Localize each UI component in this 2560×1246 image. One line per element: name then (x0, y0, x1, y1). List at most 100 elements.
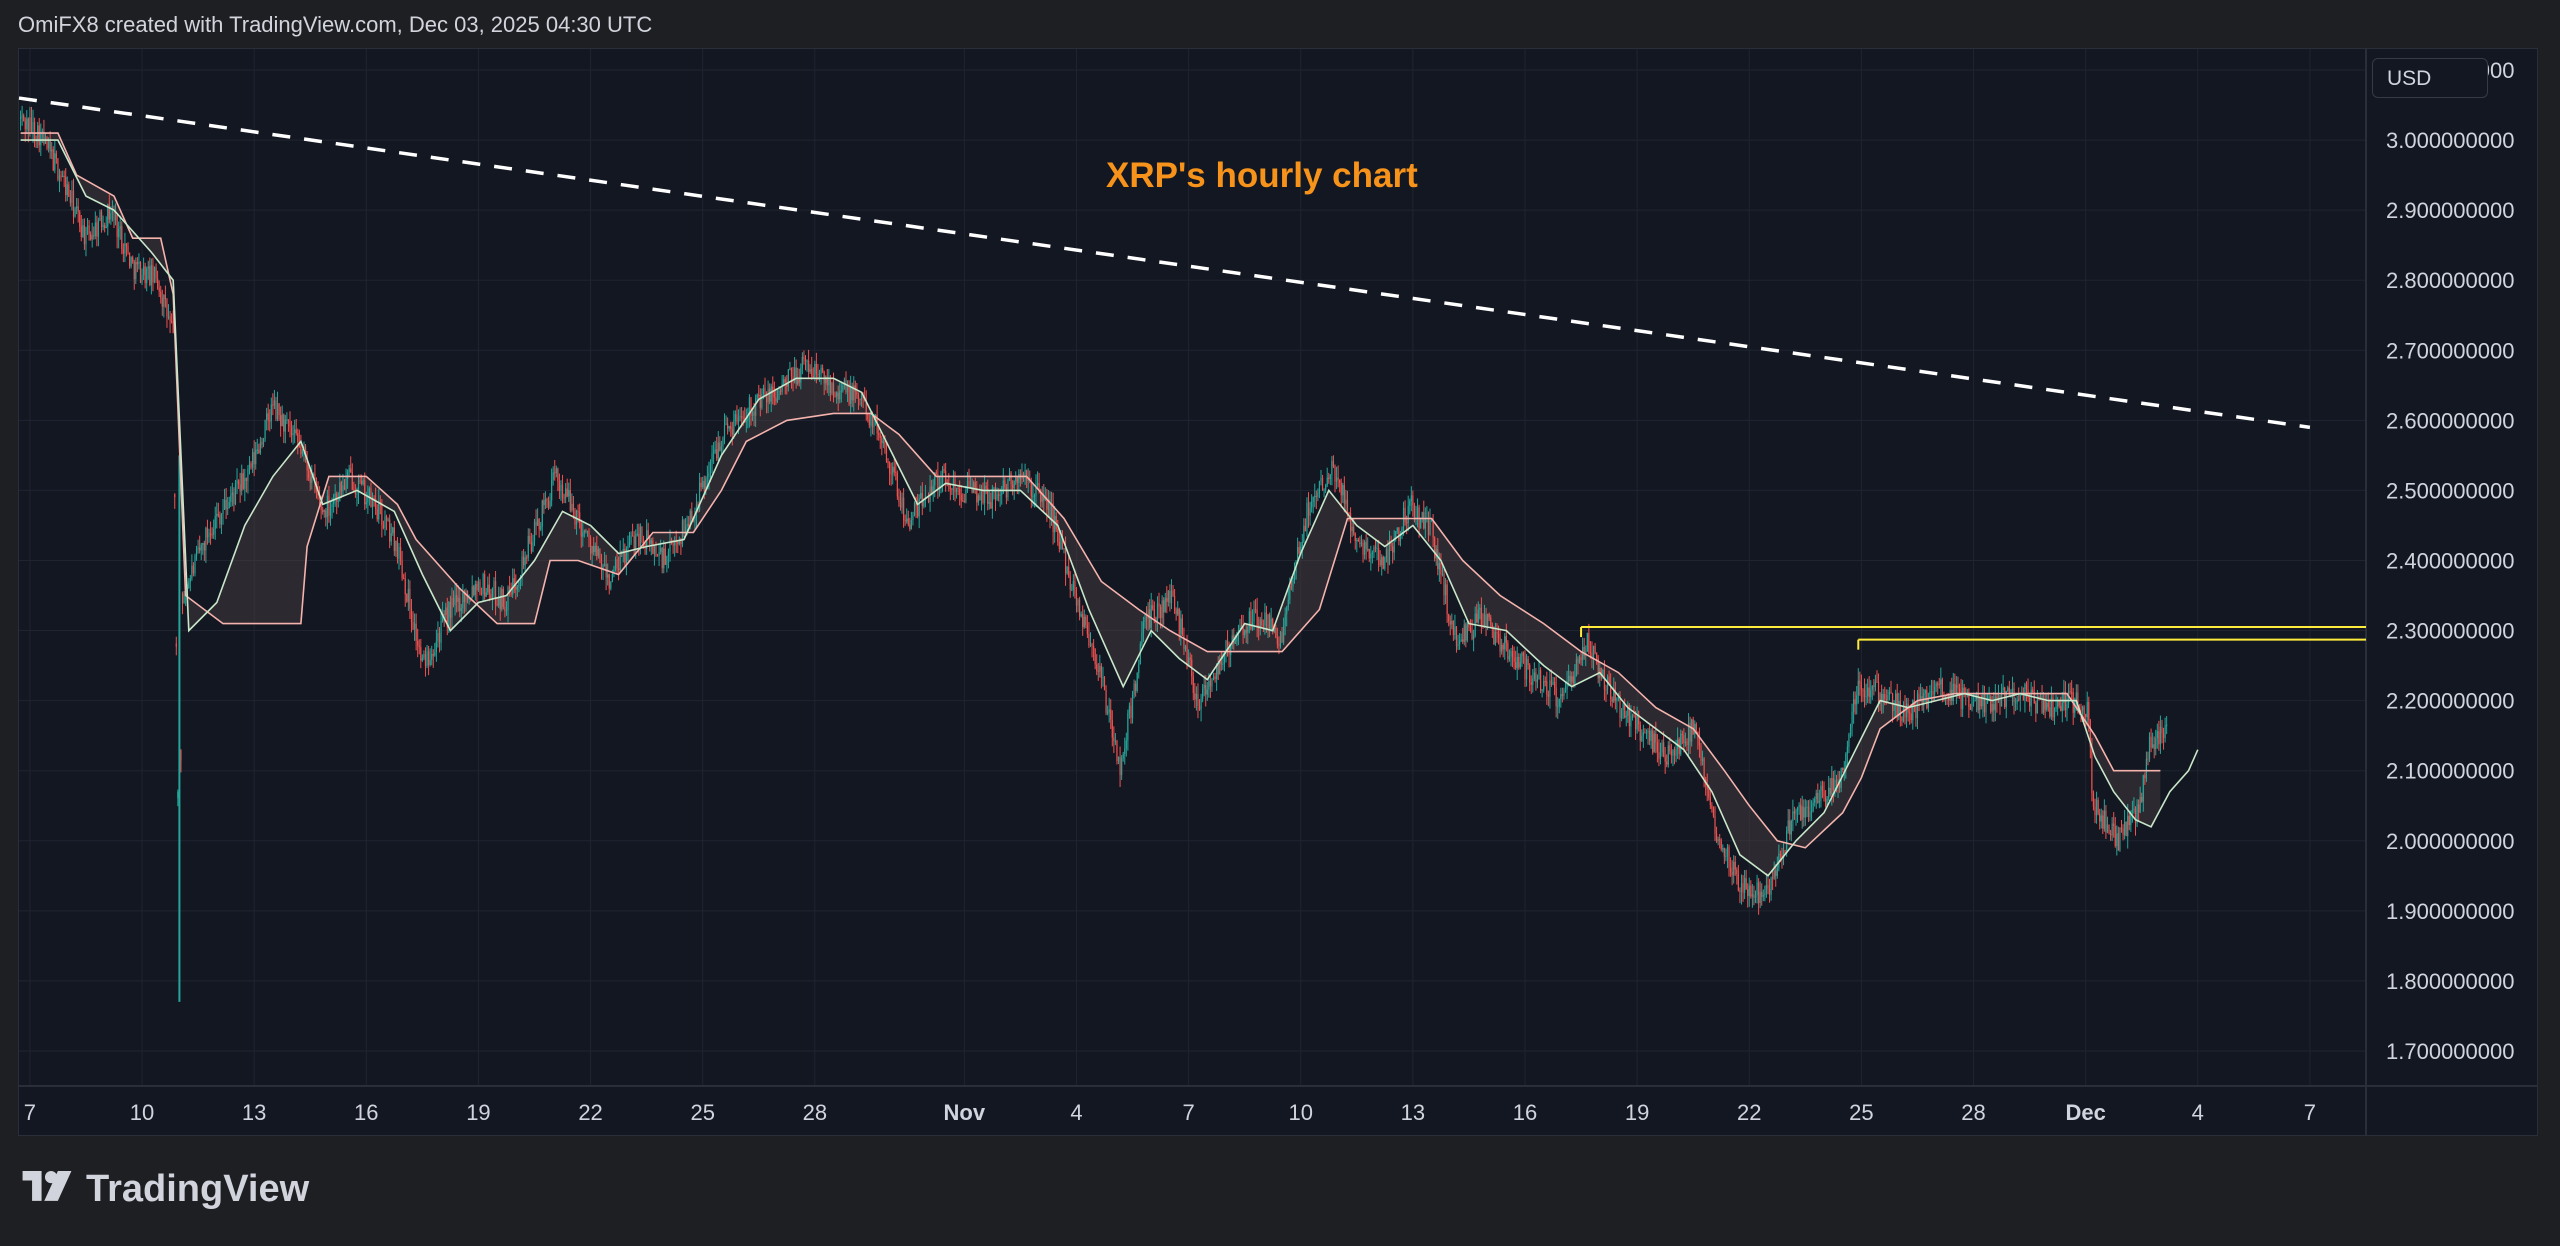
candle-body (1337, 477, 1339, 480)
price-tick-label: 3.000000000 (2386, 128, 2514, 153)
candle-body (1440, 562, 1442, 575)
candle-body (1356, 539, 1358, 541)
candle-body (493, 580, 495, 589)
candle-body (502, 588, 504, 608)
candle-body (128, 252, 131, 267)
price-tick-label: 1.700000000 (2386, 1039, 2514, 1064)
candle-body (1270, 618, 1272, 630)
candle-body (487, 584, 489, 593)
candle-body (1648, 730, 1651, 741)
candle-body (206, 527, 209, 538)
time-tick-label: 19 (466, 1100, 490, 1125)
candle-body (1624, 703, 1626, 718)
candle-body (795, 367, 797, 385)
candle-body (1745, 878, 1747, 890)
candle-body (456, 595, 458, 603)
candle-body (1779, 853, 1782, 855)
candle-body (1874, 681, 1877, 687)
candle-body (1793, 811, 1796, 814)
candle-body (58, 175, 61, 180)
candle-body (522, 556, 525, 566)
candle-body (1487, 613, 1489, 627)
candle-body (1195, 694, 1197, 700)
candle-body (1082, 614, 1084, 628)
candle-body (77, 206, 79, 212)
candle-body (529, 536, 531, 543)
candle-body (1532, 678, 1534, 685)
candle-body (554, 472, 556, 474)
candle-body (1605, 689, 1607, 691)
candle-body (1268, 614, 1271, 630)
candle-body (1633, 715, 1635, 717)
candle-body (1829, 787, 1831, 795)
candle-body (1650, 730, 1652, 741)
candle-body (1286, 607, 1288, 614)
candle-body (2158, 731, 2160, 745)
candle-body (1434, 537, 1436, 559)
candle-body (1279, 632, 1282, 647)
candle-body (505, 610, 508, 612)
candle-body (1225, 640, 1227, 654)
candle-body (1734, 861, 1736, 870)
candle-body (1139, 643, 1141, 665)
currency-selector[interactable]: USD (2372, 58, 2488, 98)
candle-body (69, 196, 71, 203)
candle-body (146, 268, 148, 284)
candle-body (1480, 607, 1482, 626)
candle-body (828, 379, 830, 386)
candle-body (563, 497, 565, 499)
candle-body (74, 208, 76, 217)
candle-body (2007, 687, 2009, 692)
candle-body (1228, 645, 1230, 656)
candle-body (878, 433, 880, 435)
candle-body (990, 502, 992, 509)
candle-body (1733, 861, 1735, 876)
candle-body (1505, 636, 1507, 643)
candle-body (1030, 480, 1032, 497)
candle-body (653, 544, 656, 554)
candle-body (1455, 626, 1458, 646)
candle-body (1250, 611, 1252, 630)
candle-body (1814, 799, 1816, 803)
candle-body (99, 211, 101, 221)
candle-body (278, 403, 280, 416)
chart-frame[interactable] (18, 48, 2538, 1136)
candle-body (987, 488, 989, 504)
candle-body (197, 547, 199, 550)
candle-body (1790, 821, 1792, 835)
candle-body (630, 535, 632, 543)
candle-body (427, 651, 430, 666)
candle-body (546, 499, 548, 502)
time-tick-label: 4 (1070, 1100, 1082, 1125)
candle-body (759, 395, 761, 408)
candle-body (381, 503, 383, 526)
candle-body (435, 641, 437, 653)
candle-body (1862, 689, 1864, 691)
candle-body (1100, 665, 1102, 678)
candle-body (490, 594, 492, 600)
candle-body (1226, 640, 1229, 646)
candle-body (396, 540, 399, 559)
candle-body (1357, 539, 1359, 542)
candle-body (1843, 767, 1845, 770)
candle-body (786, 382, 788, 387)
candle-body (1068, 566, 1070, 577)
candle-body (1543, 681, 1545, 690)
candle-body (2063, 691, 2065, 703)
candle-body (86, 225, 89, 228)
candle-body (191, 565, 193, 579)
candle-body (920, 492, 922, 499)
candle-body (753, 411, 755, 416)
candle-body (1329, 474, 1331, 479)
candle-body (773, 391, 775, 398)
candle-body (973, 482, 975, 493)
candle-body (895, 472, 897, 474)
candle-body (403, 578, 405, 580)
candle-body (1754, 895, 1757, 898)
candle-body (2119, 828, 2121, 851)
candle-body (518, 582, 520, 587)
candle-body (1289, 586, 1291, 600)
candle-body (1960, 691, 1962, 710)
candle-body (1968, 692, 1970, 707)
